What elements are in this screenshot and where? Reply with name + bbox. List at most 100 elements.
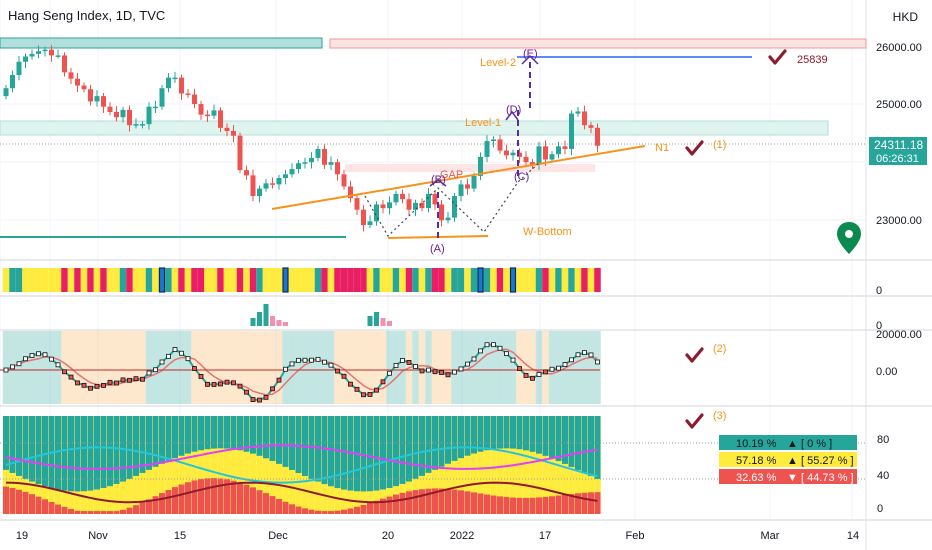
osc-bg bbox=[48, 331, 55, 404]
osc-point bbox=[127, 377, 132, 383]
sent-bar-red bbox=[211, 478, 217, 514]
sent-bar-teal bbox=[542, 416, 549, 456]
signal-bar bbox=[132, 268, 140, 292]
volume-bar bbox=[374, 312, 379, 326]
sent-bar-red bbox=[490, 495, 497, 514]
time-label: Dec bbox=[268, 530, 288, 542]
sent-bar-red bbox=[94, 511, 100, 514]
osc-bg bbox=[80, 331, 88, 404]
sent-bg bbox=[529, 416, 536, 514]
signal-bar bbox=[54, 268, 62, 292]
sent-bar-red bbox=[503, 497, 510, 514]
sent-bar-red bbox=[477, 493, 484, 514]
candle bbox=[322, 148, 327, 165]
sent-bar-red bbox=[575, 493, 581, 514]
signal-bar bbox=[412, 268, 419, 292]
signal-bar bbox=[126, 268, 133, 292]
signal-bar bbox=[74, 268, 81, 292]
osc-point bbox=[140, 376, 145, 382]
osc-point bbox=[211, 382, 217, 387]
osc-point bbox=[198, 374, 204, 379]
currency-label: HKD bbox=[892, 10, 918, 24]
b-chevron bbox=[429, 179, 447, 187]
osc-bg bbox=[477, 331, 484, 404]
osc-point bbox=[406, 360, 412, 365]
signal-bar bbox=[451, 268, 458, 292]
osc-point bbox=[367, 392, 373, 397]
sent-line-pink bbox=[5, 444, 598, 470]
osc-point bbox=[439, 370, 444, 375]
candle bbox=[198, 104, 204, 115]
signal-bar bbox=[496, 268, 504, 292]
sent-bar-teal bbox=[568, 416, 575, 467]
sent-bar-teal bbox=[399, 416, 406, 484]
sent-bar-teal bbox=[191, 416, 198, 452]
sent-bar-red bbox=[146, 499, 152, 514]
candle bbox=[471, 175, 477, 189]
sent-bar-red bbox=[172, 487, 178, 514]
osc-bg bbox=[594, 331, 601, 404]
candle bbox=[504, 150, 509, 156]
osc-bg bbox=[340, 331, 348, 404]
sent-bar-red bbox=[3, 486, 9, 514]
osc-point bbox=[218, 381, 223, 387]
check-marks bbox=[685, 49, 787, 429]
osc-bg bbox=[308, 331, 315, 404]
sent-bar-teal bbox=[152, 416, 159, 467]
signal-bar bbox=[555, 268, 562, 292]
candle bbox=[62, 55, 67, 73]
osc-bg bbox=[93, 331, 101, 404]
signal-bar bbox=[314, 268, 322, 292]
signal-bar bbox=[256, 268, 263, 292]
signal-bar bbox=[2, 268, 10, 292]
sent-bar-teal bbox=[87, 416, 94, 491]
osc-point bbox=[523, 373, 529, 378]
osc-bg bbox=[353, 331, 361, 404]
osc-bg bbox=[184, 331, 192, 404]
label-c: (C) bbox=[514, 171, 529, 183]
osc-point bbox=[432, 369, 438, 375]
sent-bar-red bbox=[393, 494, 399, 514]
osc-point bbox=[159, 359, 165, 365]
signal-bar bbox=[464, 268, 471, 292]
label-m2: (2) bbox=[713, 343, 726, 355]
sent-bar-red bbox=[159, 493, 165, 514]
sent-bar-red bbox=[107, 511, 113, 514]
sent-bar-teal bbox=[555, 416, 562, 462]
sent-bar-teal bbox=[61, 416, 68, 491]
sent-bar-red bbox=[432, 488, 438, 514]
check-icon bbox=[768, 49, 787, 65]
signal-bar bbox=[249, 268, 257, 292]
sent-bar-red bbox=[224, 479, 230, 514]
signal-bar bbox=[399, 268, 406, 292]
sent-bar-red bbox=[464, 491, 471, 514]
sent-bar-teal bbox=[211, 416, 217, 449]
osc-bg bbox=[470, 331, 478, 404]
signal-bar bbox=[48, 268, 55, 292]
candle bbox=[445, 217, 451, 221]
osc-bg bbox=[431, 331, 439, 404]
osc-point bbox=[445, 372, 451, 378]
osc-point bbox=[68, 374, 74, 380]
label-n1: N1 bbox=[655, 142, 669, 154]
volume-bar bbox=[367, 316, 373, 326]
p4-high: 20000.00 bbox=[876, 329, 922, 341]
osc-point bbox=[120, 377, 126, 383]
osc-bg bbox=[379, 331, 387, 404]
candle bbox=[582, 111, 587, 126]
sent-line-cyan bbox=[5, 446, 598, 484]
candle bbox=[393, 193, 399, 203]
osc-bg bbox=[15, 331, 23, 404]
label-level2: Level-2 bbox=[480, 57, 516, 69]
osc-bg bbox=[139, 331, 146, 404]
sent-bg bbox=[548, 416, 556, 514]
osc-point bbox=[374, 387, 379, 393]
osc-bg bbox=[41, 331, 49, 404]
sent-bar-red bbox=[581, 492, 588, 514]
signal-bar bbox=[327, 268, 335, 292]
signal-bar bbox=[243, 268, 250, 292]
osc-bg bbox=[503, 331, 510, 404]
osc-bg bbox=[28, 331, 36, 404]
candle bbox=[302, 162, 308, 164]
